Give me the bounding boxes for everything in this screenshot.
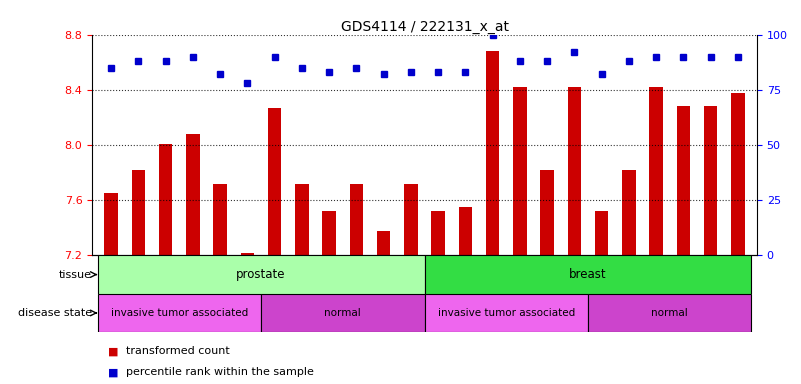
Bar [404,184,417,255]
Text: breast: breast [570,268,607,281]
Bar [131,170,145,255]
Bar [432,211,445,255]
Bar [349,184,363,255]
Bar [268,108,281,255]
Title: GDS4114 / 222131_x_at: GDS4114 / 222131_x_at [340,20,509,33]
Bar [98,294,261,332]
Text: transformed count: transformed count [126,346,230,356]
Bar [425,294,588,332]
Bar [677,106,690,255]
Bar [459,207,473,255]
Text: invasive tumor associated: invasive tumor associated [437,308,575,318]
Bar [322,211,336,255]
Bar [186,134,199,255]
Bar [98,255,425,294]
Bar [376,230,390,255]
Bar [261,294,425,332]
Bar [731,93,745,255]
Bar [595,211,609,255]
Bar [425,255,751,294]
Bar [650,87,663,255]
Bar [704,106,718,255]
Bar [568,87,582,255]
Bar [295,184,308,255]
Text: normal: normal [324,308,361,318]
Bar [240,253,254,255]
Bar [513,87,527,255]
Bar [159,144,172,255]
Text: percentile rank within the sample: percentile rank within the sample [126,367,314,377]
Bar [104,193,118,255]
Text: disease state: disease state [18,308,92,318]
Bar [588,294,751,332]
Text: prostate: prostate [236,268,286,281]
Text: ■: ■ [108,346,119,356]
Bar [213,184,227,255]
Bar [486,51,500,255]
Text: normal: normal [651,308,688,318]
Text: tissue: tissue [59,270,92,280]
Bar [541,170,554,255]
Bar [622,170,636,255]
Text: ■: ■ [108,367,119,377]
Text: invasive tumor associated: invasive tumor associated [111,308,248,318]
